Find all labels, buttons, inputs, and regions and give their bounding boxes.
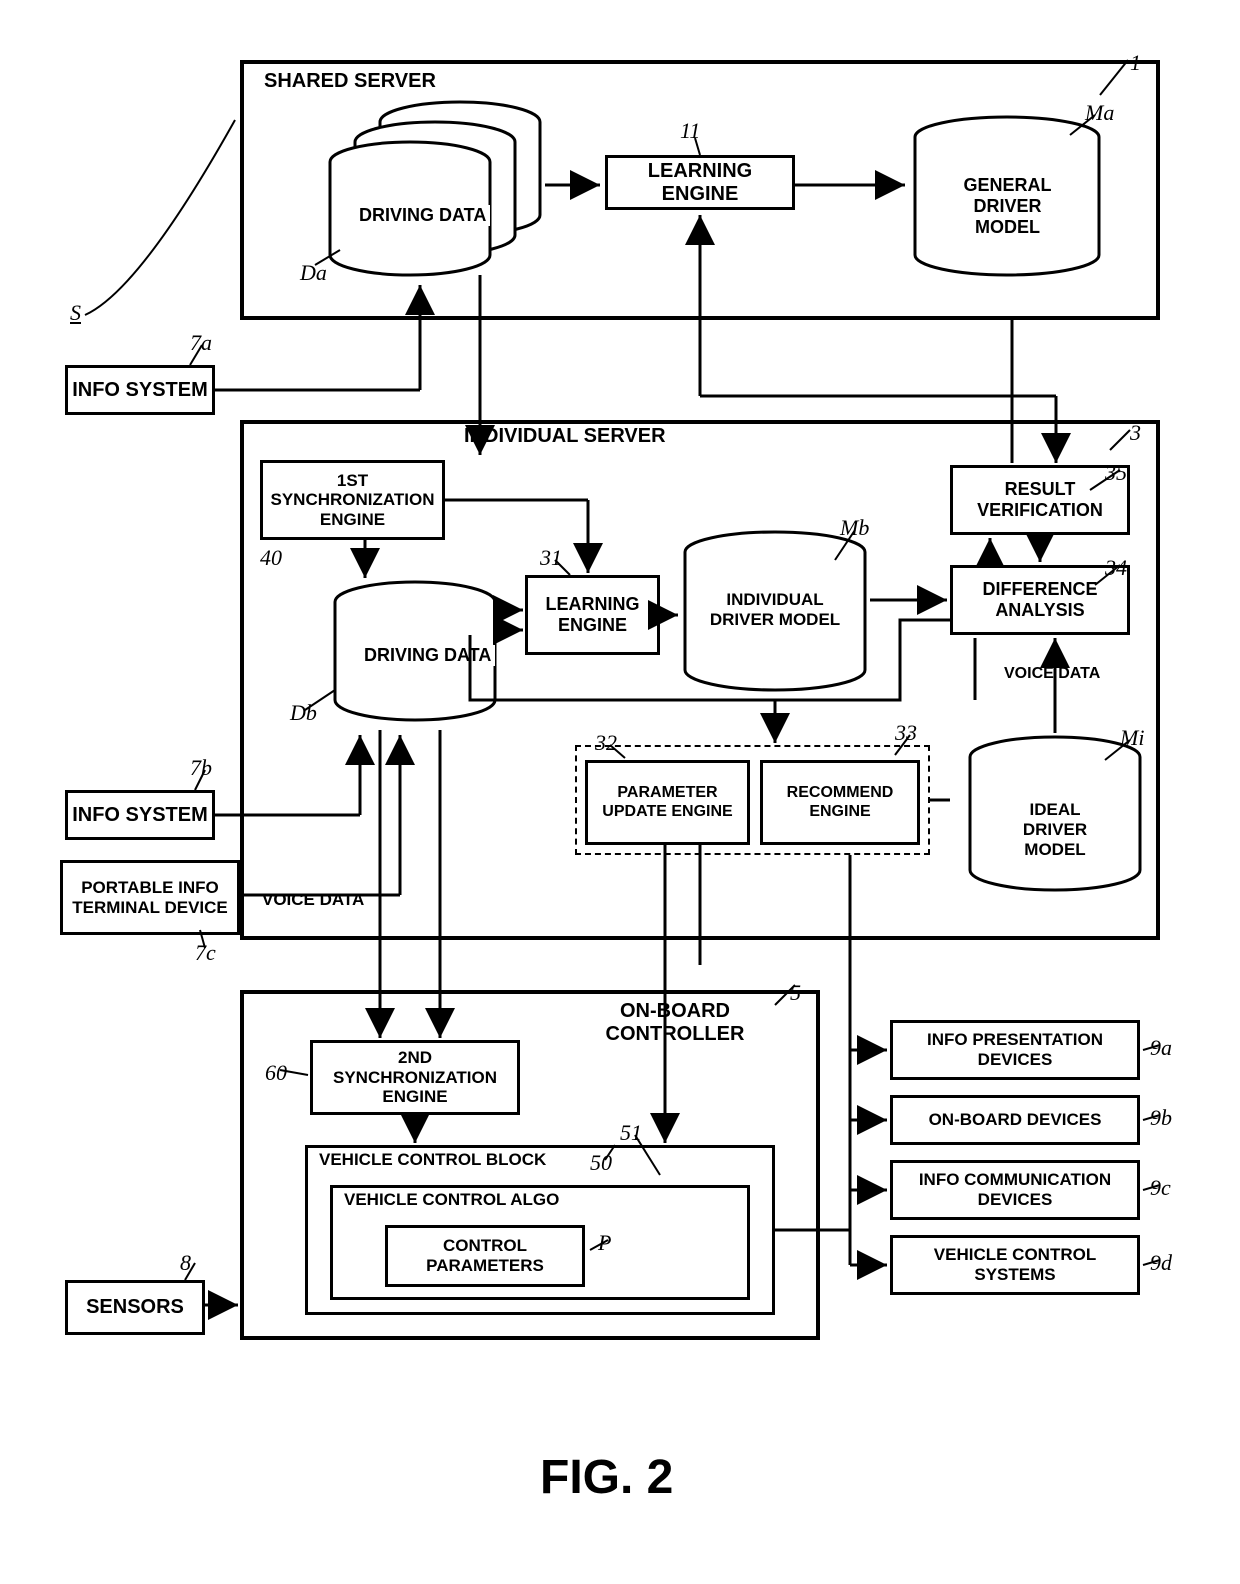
learning-engine-31-ref: 31 [540, 545, 562, 571]
individual-driver-model-ref: Mb [840, 515, 869, 541]
sensors: SENSORS [65, 1280, 205, 1335]
vehicle-control-systems-ref: 9d [1150, 1250, 1172, 1276]
info-system-7a-ref: 7a [190, 330, 212, 356]
general-driver-model-ref: Ma [1085, 100, 1114, 126]
shared-server-title: SHARED SERVER [260, 70, 440, 93]
general-driver-model-label: GENERAL DRIVER MODEL [935, 175, 1080, 238]
info-comm-devices: INFO COMMUNICATION DEVICES [890, 1160, 1140, 1220]
onboard-devices-ref: 9b [1150, 1105, 1172, 1131]
portable-info-terminal-ref: 7c [195, 940, 216, 966]
info-presentation-devices: INFO PRESENTATION DEVICES [890, 1020, 1140, 1080]
vehicle-control-block-ref: 50 [590, 1150, 612, 1176]
sync-engine-1: 1ST SYNCHRONIZATION ENGINE [260, 460, 445, 540]
info-comm-devices-ref: 9c [1150, 1175, 1171, 1201]
individual-driver-model-label: INDIVIDUAL DRIVER MODEL [705, 590, 845, 630]
driving-data-da-label: DRIVING DATA [355, 205, 490, 226]
control-parameters-ref: P [598, 1230, 611, 1256]
info-system-7a: INFO SYSTEM [65, 365, 215, 415]
difference-analysis-ref: 34 [1105, 555, 1127, 581]
recommend-engine: RECOMMEND ENGINE [760, 760, 920, 845]
recommend-ref: 33 [895, 720, 917, 746]
driving-data-db-ref: Db [290, 700, 317, 726]
sync-engine-1-ref: 40 [260, 545, 282, 571]
parameter-update-ref: 32 [595, 730, 617, 756]
voice-data-label-2: VOICE DATA [258, 890, 368, 910]
info-system-7b-ref: 7b [190, 755, 212, 781]
figure-label: FIG. 2 [540, 1450, 673, 1505]
sensors-ref: 8 [180, 1250, 191, 1276]
learning-engine-31: LEARNING ENGINE [525, 575, 660, 655]
onboard-controller-title: ON-BOARD CONTROLLER [575, 1000, 775, 1046]
info-system-7b: INFO SYSTEM [65, 790, 215, 840]
individual-server-title: INDIVIDUAL SERVER [460, 425, 670, 448]
individual-server-ref: 3 [1130, 420, 1141, 446]
learning-engine-11: LEARNING ENGINE [605, 155, 795, 210]
portable-info-terminal: PORTABLE INFO TERMINAL DEVICE [60, 860, 240, 935]
difference-analysis: DIFFERENCE ANALYSIS [950, 565, 1130, 635]
control-parameters: CONTROL PARAMETERS [385, 1225, 585, 1287]
learning-engine-11-ref: 11 [680, 118, 700, 144]
diagram-canvas: S SHARED SERVER 1 DRIVING DATA Da LEARNI… [0, 0, 1240, 1584]
driving-data-db-label: DRIVING DATA [360, 645, 495, 666]
vehicle-control-systems: VEHICLE CONTROL SYSTEMS [890, 1235, 1140, 1295]
info-presentation-ref: 9a [1150, 1035, 1172, 1061]
sync-engine-2-ref: 60 [265, 1060, 287, 1086]
result-verification: RESULT VERIFICATION [950, 465, 1130, 535]
shared-server-ref: 1 [1130, 50, 1141, 76]
vehicle-control-algo-label: VEHICLE CONTROL ALGO [340, 1190, 563, 1210]
ideal-driver-model-ref: Mi [1120, 725, 1144, 751]
onboard-controller-ref: 5 [790, 980, 801, 1006]
parameter-update-engine: PARAMETER UPDATE ENGINE [585, 760, 750, 845]
system-ref: S [70, 300, 81, 326]
voice-data-label-1: VOICE DATA [1000, 665, 1104, 683]
vehicle-control-algo-ref: 51 [620, 1120, 642, 1146]
driving-data-da-ref: Da [300, 260, 327, 286]
onboard-devices: ON-BOARD DEVICES [890, 1095, 1140, 1145]
ideal-driver-model-label: IDEAL DRIVER MODEL [995, 800, 1115, 860]
result-verification-ref: 35 [1105, 460, 1127, 486]
sync-engine-2: 2ND SYNCHRONIZATION ENGINE [310, 1040, 520, 1115]
vehicle-control-block-label: VEHICLE CONTROL BLOCK [315, 1150, 550, 1170]
